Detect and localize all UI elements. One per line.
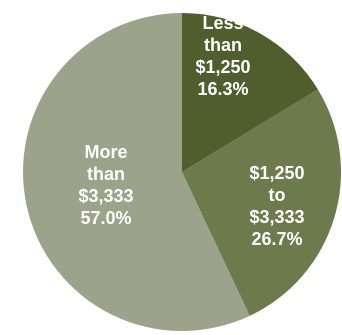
pie-label-line: $1,250 [195,57,250,77]
pie-labels: Less than $1,250 16.3%$1,250 to $3,333 26.7%Mo… [78,13,304,249]
pie-label-line: More [84,142,127,162]
pie-slice-1 [182,13,318,172]
pie-label-line: 16.3% [197,79,248,99]
pie-label-line: 57.0% [80,208,131,228]
pie-label-line: $3,333 [249,207,304,227]
pie-label-line: Less [202,13,243,33]
pie-label-line: than [87,164,125,184]
pie-label-line: $1,250 [249,163,304,183]
pie-slice-label-2: $1,250 to $3,333 26.7% [249,163,304,249]
pie-label-line: than [204,35,242,55]
pie-label-line: 26.7% [251,229,302,249]
pie-slice-label-1: Less than $1,250 16.3% [195,13,250,99]
pie-slices [23,13,342,332]
pie-label-line: $3,333 [78,186,133,206]
pie-label-line: to [269,185,286,205]
pie-slice-2 [182,89,342,316]
pie-slice-label-3: More than $3,333 57.0% [78,142,133,228]
pie-slice-3 [23,13,250,332]
